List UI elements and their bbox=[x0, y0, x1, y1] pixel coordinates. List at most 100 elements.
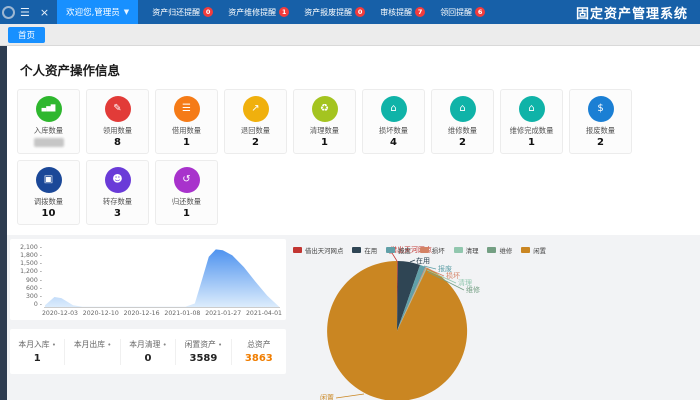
stat-card-label: 报废数量 bbox=[585, 126, 616, 135]
pie-slice[interactable] bbox=[327, 261, 468, 400]
tab-home[interactable]: 首页 bbox=[8, 27, 46, 43]
stat-card[interactable]: ☻ 转存数量 3 bbox=[86, 160, 149, 225]
pie-slice-label: 清理 bbox=[458, 278, 472, 287]
stat-card-label: 入库数量 bbox=[33, 126, 64, 135]
pie-panel: 借出天河网点 在用 报废 损坏 清理 维修 闲置 借出天河网点 在用 报废 损坏 清理 维修 闲置 bbox=[286, 239, 700, 400]
info-dot-icon: • bbox=[105, 340, 112, 349]
stat-card-value: 1 bbox=[528, 137, 535, 148]
y-tick-label: 1,200 - bbox=[20, 268, 42, 276]
legend-item[interactable]: 闲置 bbox=[521, 246, 546, 255]
pie-slice[interactable] bbox=[397, 264, 426, 331]
nav-reminder-label: 审核提醒 bbox=[380, 7, 413, 17]
pie-callout-line bbox=[426, 269, 457, 284]
pie-slice[interactable] bbox=[397, 261, 421, 331]
summary-label: 本月出库 • bbox=[65, 339, 119, 350]
legend-item[interactable]: 损坏 bbox=[419, 246, 445, 255]
tab-bar: 首页 bbox=[0, 24, 700, 46]
stat-card[interactable]: ✎ 领用数量 8 bbox=[86, 89, 149, 154]
info-dot-icon: • bbox=[160, 340, 167, 349]
stat-card-label: 退回数量 bbox=[240, 126, 271, 135]
stat-card-label: 损坏数量 bbox=[378, 126, 409, 135]
chevron-down-icon: ▼ bbox=[123, 8, 130, 16]
summary-cell: 本月出库 • bbox=[64, 338, 119, 365]
legend-swatch bbox=[386, 247, 396, 253]
legend-label: 损坏 bbox=[431, 246, 445, 255]
broom-icon: ♻ bbox=[311, 96, 338, 122]
stat-card[interactable]: ⌂ 维修完成数量 1 bbox=[500, 89, 563, 154]
nav-reminder-item[interactable]: 审核提醒 7 bbox=[380, 7, 426, 18]
y-tick-label: 0 - bbox=[33, 300, 42, 308]
summary-cell: 本月入库 • 1 bbox=[10, 339, 64, 365]
summary-cell: 总资产 3863 bbox=[230, 338, 286, 365]
menu-toggle-icon[interactable]: ☰ bbox=[20, 5, 30, 19]
stat-card[interactable]: ⌂ 维修数量 2 bbox=[431, 89, 494, 154]
reminder-menu: 资产归还提醒 0 资产维修提醒 1 资产报废提醒 0 审核提醒 7 领回提醒 6 bbox=[152, 7, 486, 18]
legend-item[interactable]: 维修 bbox=[487, 246, 512, 255]
summary-value bbox=[65, 353, 119, 365]
stat-card-label: 维修数量 bbox=[447, 126, 478, 135]
stats-panel: 个人资产操作信息 ▄▆█ 入库数量 ✎ 领用数量 8 ☰ 借用数量 1 ↗ 退回数量 2 ♻ 清理数量 1… bbox=[7, 46, 700, 235]
legend-swatch bbox=[487, 247, 497, 253]
stat-card[interactable]: ☰ 借用数量 1 bbox=[155, 89, 218, 154]
stat-card-label: 借用数量 bbox=[171, 126, 202, 135]
pie-slice-label: 在用 bbox=[416, 256, 430, 265]
collapsed-sidebar[interactable] bbox=[0, 46, 7, 400]
pie-slice[interactable] bbox=[397, 267, 427, 331]
stat-card[interactable]: ⌂ 损坏数量 4 bbox=[362, 89, 425, 154]
summary-label-text: 总资产 bbox=[247, 339, 271, 349]
summary-label: 本月清理 • bbox=[121, 339, 175, 350]
summary-label: 本月入库 • bbox=[10, 339, 64, 350]
stat-card-label: 归还数量 bbox=[171, 197, 202, 206]
stat-card[interactable]: ↺ 归还数量 1 bbox=[155, 160, 218, 225]
legend-item[interactable]: 报废 bbox=[386, 246, 411, 255]
nav-reminder-item[interactable]: 领回提醒 6 bbox=[440, 7, 486, 18]
stat-card-value: 2 bbox=[252, 137, 259, 148]
nav-reminder-item[interactable]: 资产维修提醒 1 bbox=[228, 7, 290, 18]
stat-card-value: 3 bbox=[114, 208, 121, 219]
legend-item[interactable]: 在用 bbox=[352, 246, 377, 255]
money-bag-icon: $ bbox=[587, 96, 614, 122]
summary-label: 总资产 bbox=[232, 339, 286, 350]
notification-badge: 6 bbox=[475, 7, 486, 17]
pie-callout-line bbox=[389, 252, 398, 262]
page-title: 个人资产操作信息 bbox=[20, 63, 121, 78]
close-icon[interactable]: × bbox=[39, 5, 50, 19]
legend-item[interactable]: 清理 bbox=[453, 246, 478, 255]
nav-reminder-item[interactable]: 资产归还提醒 0 bbox=[152, 7, 214, 18]
stat-card[interactable]: ↗ 退回数量 2 bbox=[224, 89, 287, 154]
summary-value: 3589 bbox=[189, 352, 218, 364]
trend-area-chart: 2,100 -1,800 -1,500 -1,200 -900 -600 -30… bbox=[10, 239, 286, 320]
x-tick-label: 2020-12-16 bbox=[123, 310, 160, 317]
stat-card[interactable]: ▄▆█ 入库数量 bbox=[17, 89, 80, 154]
summary-cell: 本月清理 • 0 bbox=[119, 338, 175, 365]
pie-callout-line bbox=[335, 393, 365, 399]
summary-label-text: 本月出库 bbox=[73, 339, 106, 349]
pie-callout-line bbox=[427, 271, 465, 291]
pie-slice-label: 闲置 bbox=[320, 393, 334, 400]
user-menu[interactable]: 欢迎您,管理员 ▼ bbox=[57, 0, 139, 24]
summary-label: 闲置资产 • bbox=[176, 339, 230, 350]
x-tick-label: 2020-12-03 bbox=[42, 310, 78, 317]
legend-label: 维修 bbox=[499, 246, 513, 255]
pie-callout-line bbox=[409, 259, 416, 263]
legend-swatch bbox=[521, 247, 531, 253]
pie-legend: 借出天河网点 在用 报废 损坏 清理 维修 闲置 bbox=[286, 239, 700, 256]
stat-card-value: 2 bbox=[459, 137, 466, 148]
notification-badge: 0 bbox=[203, 7, 214, 17]
pie-slice[interactable] bbox=[397, 267, 428, 331]
legend-swatch bbox=[352, 247, 362, 253]
legend-item[interactable]: 借出天河网点 bbox=[293, 246, 343, 255]
legend-label: 借出天河网点 bbox=[305, 246, 344, 255]
summary-label-text: 本月清理 bbox=[129, 339, 161, 349]
stat-card[interactable]: ▣ 调拨数量 10 bbox=[17, 160, 80, 225]
nav-reminder-item[interactable]: 资产报废提醒 0 bbox=[304, 7, 366, 18]
pie-slice[interactable] bbox=[397, 267, 427, 331]
x-tick-label: 2021-01-27 bbox=[205, 310, 242, 317]
top-navbar: ☰ × 欢迎您,管理员 ▼ 资产归还提醒 0 资产维修提醒 1 资产报废提醒 0 审核提醒 7… bbox=[0, 0, 700, 24]
stat-card[interactable]: ♻ 清理数量 1 bbox=[293, 89, 356, 154]
user-icon: ☻ bbox=[104, 167, 131, 193]
stat-card[interactable]: $ 报废数量 2 bbox=[569, 89, 632, 154]
info-dot-icon: • bbox=[49, 340, 56, 349]
home-icon: ⌂ bbox=[449, 96, 476, 122]
pie-callout-line bbox=[425, 267, 445, 277]
